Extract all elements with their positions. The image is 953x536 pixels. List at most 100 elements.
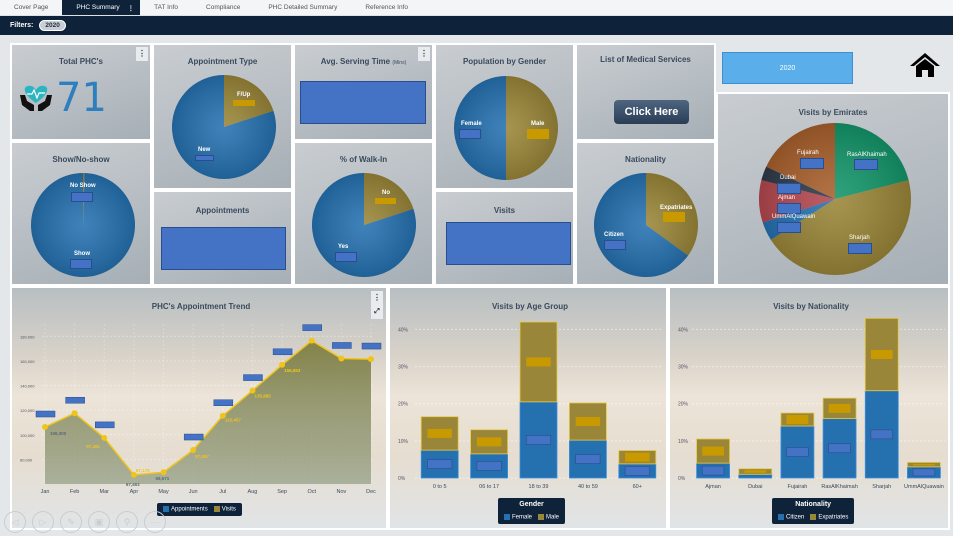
tile-avg-serving-time: Avg. Serving Time (Mins) ⋮ [293, 43, 434, 141]
filter-chip-year[interactable]: 2020 [39, 20, 66, 31]
tile-visits: Visits [434, 190, 575, 286]
data-point[interactable] [190, 447, 197, 454]
legend-label: Expatriates [818, 514, 849, 521]
nationality-chart-svg: Visits by Nationality 40% 30% 20% 10% 0% Ajman… [678, 302, 945, 490]
tile-walk-in: % of Walk-In No Yes [293, 141, 434, 286]
click-here-button[interactable]: Click Here [614, 100, 689, 124]
data-label-box [870, 429, 893, 440]
chart-visits-age-group: Visits by Age Group 40% 30% 20% 10% 0% 0 to 5 0… [388, 286, 668, 530]
y-tick-label: 30% [678, 365, 689, 371]
tile-title: Total PHC's [59, 57, 103, 66]
data-point[interactable] [279, 361, 286, 368]
bar-citizen[interactable] [738, 473, 773, 479]
data-label-box [525, 435, 552, 445]
data-label-box [35, 410, 56, 418]
x-tick-label: Jun [189, 489, 198, 495]
layout-icon[interactable]: ▣ [88, 511, 110, 533]
data-point[interactable] [101, 434, 108, 441]
pie-shading [312, 173, 416, 277]
data-label: 115,457 [225, 418, 242, 423]
tile-appointment-type: Appointment Type F/Up New [152, 43, 293, 190]
tab-label: Reference Info [365, 4, 408, 11]
tab-cover-page[interactable]: Cover Page [0, 0, 62, 15]
data-point[interactable] [368, 356, 374, 363]
x-tick-label: Dubai [748, 484, 762, 490]
tab-compliance[interactable]: Compliance [192, 0, 254, 15]
chart-visits-nationality: Visits by Nationality 40% 30% 20% 10% 0% Ajman… [668, 286, 950, 530]
data-label: 87,587 [195, 454, 209, 459]
tile-menu-button[interactable]: ⋮ [418, 47, 430, 61]
tab-label: Cover Page [14, 4, 49, 11]
data-point[interactable] [160, 469, 167, 476]
legend-label: Visits [221, 506, 236, 513]
previous-icon[interactable]: ◁ [4, 511, 26, 533]
search-icon[interactable]: ⚲ [116, 511, 138, 533]
nationality-legend: Nationality Citizen Expatriates [772, 498, 855, 524]
x-tick-label: Jan [41, 489, 50, 495]
data-label-box [427, 459, 453, 469]
pie-label-new: New [198, 147, 211, 153]
legend-item-female[interactable]: Female [504, 514, 532, 521]
data-label-box [361, 342, 382, 350]
data-label-box [335, 252, 357, 262]
legend-item-citizen[interactable]: Citizen [778, 514, 804, 521]
tile-medical-services: List of Medical Services Click Here [575, 43, 716, 141]
pencil-icon[interactable]: ✎ [60, 511, 82, 533]
data-label-box [702, 446, 724, 456]
data-label-box [427, 428, 452, 438]
legend-item-male[interactable]: Male [538, 514, 559, 521]
tile-title: Show/No-show [52, 155, 110, 164]
visits-value-box [446, 222, 571, 265]
data-point[interactable] [71, 410, 78, 417]
tab-menu-icon[interactable]: ⋮ [127, 4, 135, 12]
line-visits [44, 339, 372, 476]
y-tick-label: 180,000 [20, 334, 35, 339]
tile-menu-button[interactable]: ⋮ [136, 47, 148, 61]
y-tick-label: 140,000 [20, 384, 35, 389]
data-label: 135,885 [254, 394, 271, 399]
data-label-box [195, 155, 214, 161]
tab-phc-summary[interactable]: PHC Summary ⋮ [62, 0, 141, 15]
data-label-box [526, 357, 551, 367]
y-tick-label: 160,000 [20, 359, 35, 364]
legend-item-visits[interactable]: Visits [213, 506, 236, 513]
tile-visits-emirates: Visits by Emirates Fujairah RasAlKhaimah… [716, 92, 950, 286]
y-tick-label: 20% [678, 402, 689, 408]
y-tick-label: 30% [398, 365, 409, 371]
tile-title: List of Medical Services [600, 55, 691, 64]
home-icon[interactable] [908, 51, 942, 79]
x-tick-label: Ajman [705, 484, 721, 490]
data-label-box [800, 158, 824, 169]
data-label: 67,463 [126, 482, 140, 487]
pie-label-show: Show [74, 251, 90, 257]
legend-item-appointments[interactable]: Appointments [163, 506, 208, 513]
chart-menu-button[interactable]: ⋮ [371, 291, 383, 305]
next-icon[interactable]: ▷ [32, 511, 54, 533]
chart-title: PHC's Appointment Trend [152, 302, 251, 311]
maximize-icon[interactable]: ⤢ [371, 305, 383, 319]
tab-phc-detailed-summary[interactable]: PHC Detailed Summary [254, 0, 351, 15]
tile-title: Population by Gender [462, 57, 547, 66]
data-label-box [575, 454, 601, 464]
age-group-chart-svg: Visits by Age Group 40% 30% 20% 10% 0% 0 to 5 0… [398, 302, 662, 490]
data-point[interactable] [308, 337, 315, 344]
tab-label: PHC Summary [76, 4, 120, 11]
data-label-box [777, 183, 801, 194]
data-point[interactable] [130, 471, 137, 478]
x-tick-label: 06 to 17 [479, 484, 499, 490]
x-tick-label: UmmAlQuawain [904, 484, 944, 490]
data-point[interactable] [338, 355, 345, 362]
tab-tat-info[interactable]: TAT Info [140, 0, 192, 15]
pie-label-female: Female [461, 121, 482, 127]
data-label-box [459, 129, 481, 139]
x-tick-label: Nov [336, 489, 346, 495]
year-button[interactable]: 2020 [722, 52, 853, 84]
tab-reference-info[interactable]: Reference Info [351, 0, 422, 15]
more-icon[interactable]: ⋯ [144, 511, 166, 533]
data-point[interactable] [249, 387, 256, 394]
data-label-box [213, 399, 234, 406]
legend-item-expatriates[interactable]: Expatriates [810, 514, 848, 521]
data-point[interactable] [42, 424, 48, 431]
data-point[interactable] [219, 412, 226, 419]
tile-nationality: Nationality Expatriates Citizen [575, 141, 716, 286]
